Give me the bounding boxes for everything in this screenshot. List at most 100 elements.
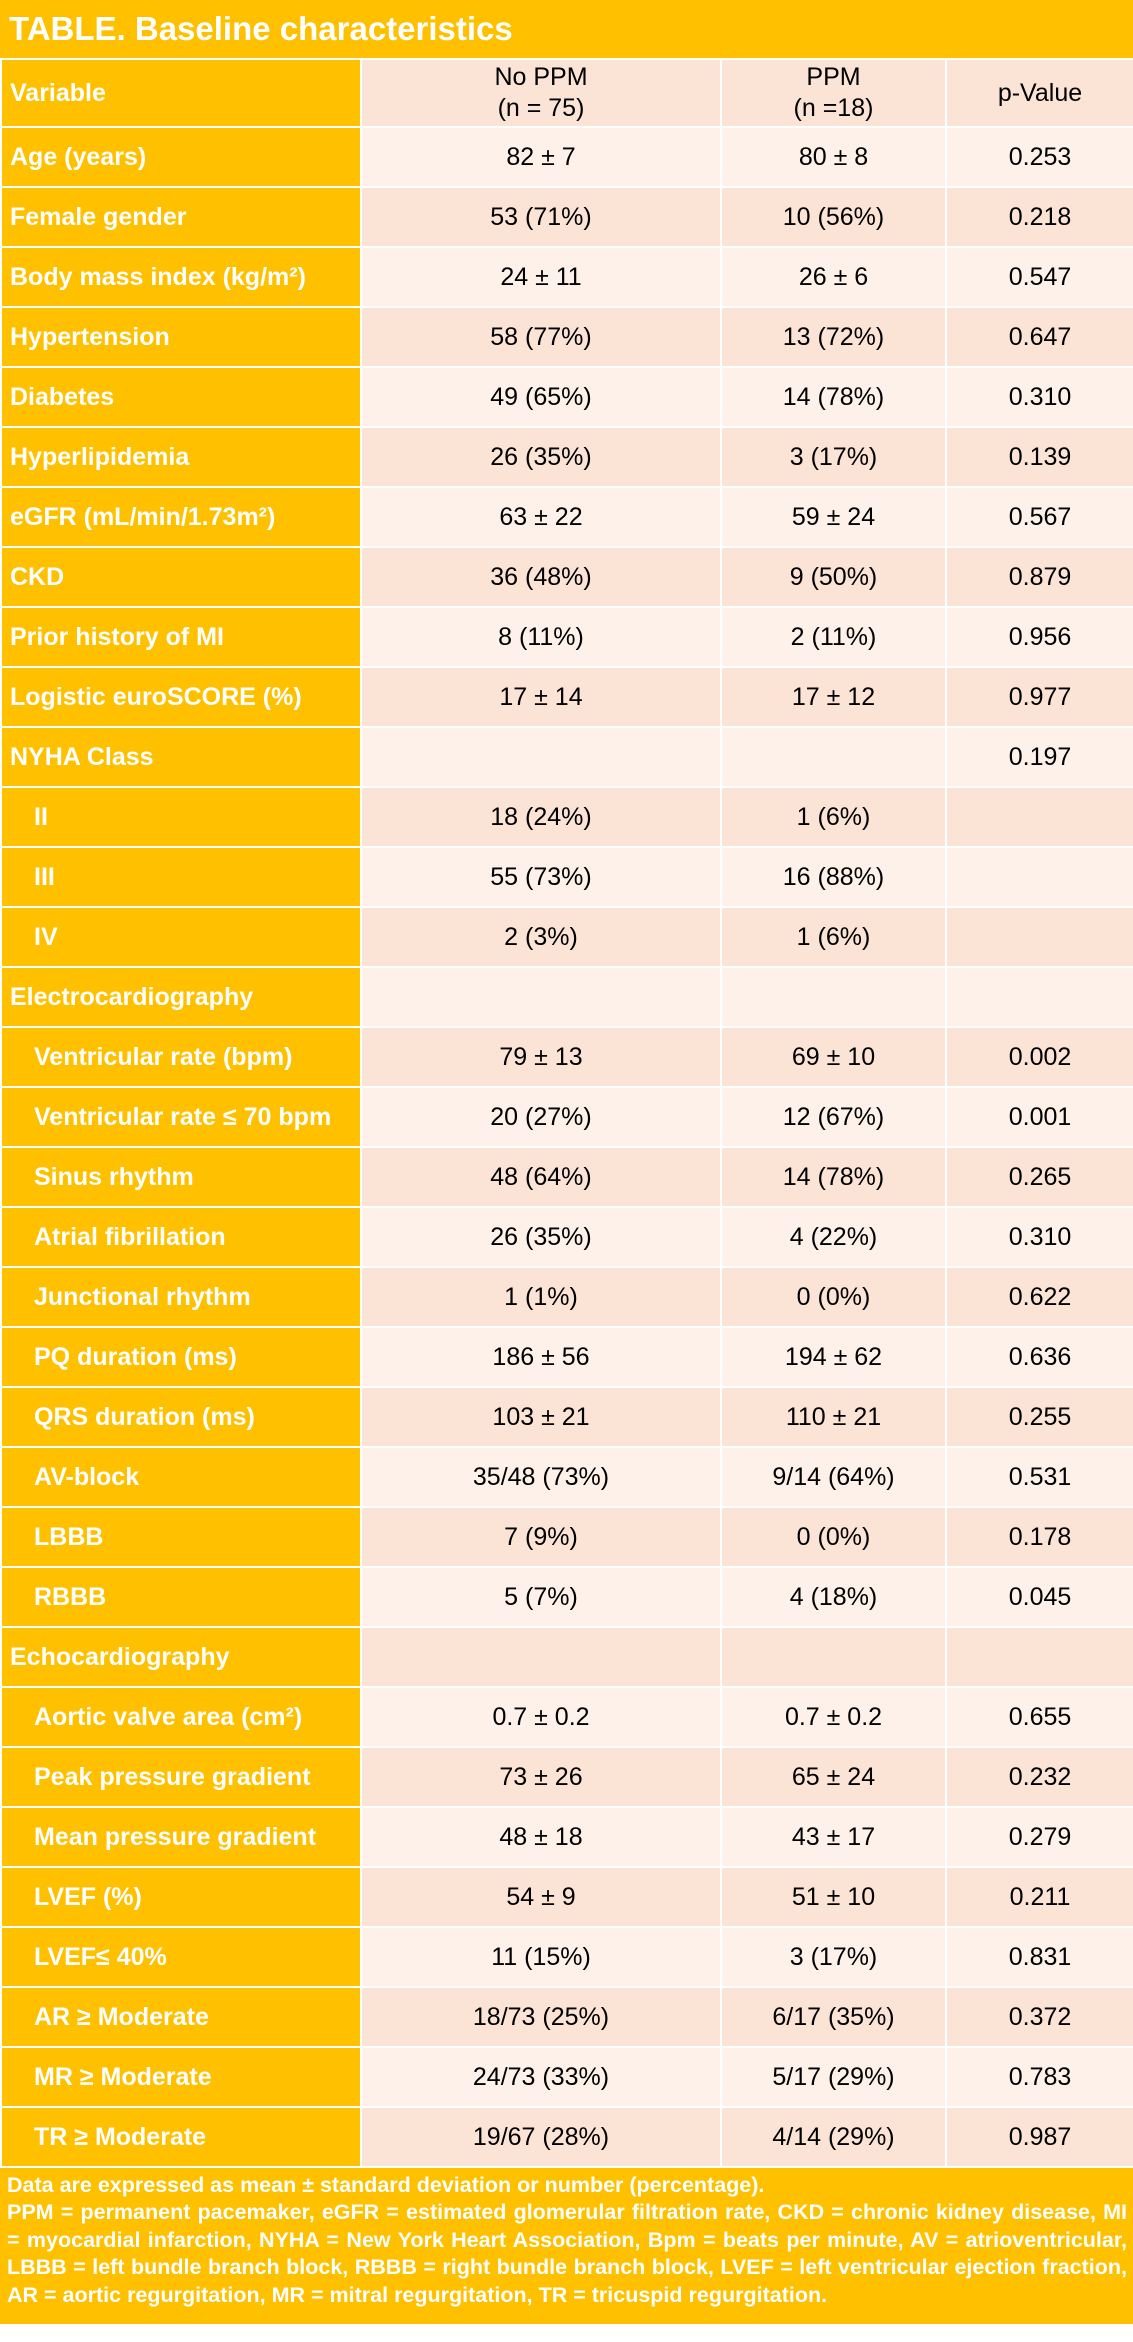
table-row: Logistic euroSCORE (%) 17 ± 14 17 ± 12 0.97… bbox=[0, 666, 1133, 728]
table-row: Aortic valve area (cm²) 0.7 ± 0.2 0.7 ± 0.… bbox=[0, 1686, 1133, 1748]
row-no-ppm-value: 24/73 (33%) bbox=[360, 2046, 722, 2108]
row-ppm-value: 13 (72%) bbox=[720, 306, 947, 368]
row-ppm-value: 43 ± 17 bbox=[720, 1806, 947, 1868]
header-pvalue: p-Value bbox=[945, 58, 1133, 128]
row-label: Mean pressure gradient bbox=[0, 1806, 362, 1868]
row-ppm-value: 2 (11%) bbox=[720, 606, 947, 668]
row-no-ppm-value: 35/48 (73%) bbox=[360, 1446, 722, 1508]
row-no-ppm-value: 7 (9%) bbox=[360, 1506, 722, 1568]
row-p-value: 0.197 bbox=[945, 726, 1133, 788]
row-ppm-value: 14 (78%) bbox=[720, 366, 947, 428]
row-label: IV bbox=[0, 906, 362, 968]
row-p-value: 0.139 bbox=[945, 426, 1133, 488]
table-row: Atrial fibrillation 26 (35%) 4 (22%) 0.310 bbox=[0, 1206, 1133, 1268]
row-no-ppm-value: 18 (24%) bbox=[360, 786, 722, 848]
row-ppm-value: 9/14 (64%) bbox=[720, 1446, 947, 1508]
row-label: PQ duration (ms) bbox=[0, 1326, 362, 1388]
table-row: AV-block 35/48 (73%) 9/14 (64%) 0.531 bbox=[0, 1446, 1133, 1508]
row-p-value: 0.987 bbox=[945, 2106, 1133, 2168]
row-p-value: 0.218 bbox=[945, 186, 1133, 248]
table-row: MR ≥ Moderate 24/73 (33%) 5/17 (29%) 0.783 bbox=[0, 2046, 1133, 2108]
row-label: Age (years) bbox=[0, 126, 362, 188]
table-row: Electrocardiography bbox=[0, 966, 1133, 1028]
row-no-ppm-value: 26 (35%) bbox=[360, 426, 722, 488]
row-no-ppm-value: 63 ± 22 bbox=[360, 486, 722, 548]
row-label: Peak pressure gradient bbox=[0, 1746, 362, 1808]
row-p-value: 0.253 bbox=[945, 126, 1133, 188]
table-row: LVEF≤ 40% 11 (15%) 3 (17%) 0.831 bbox=[0, 1926, 1133, 1988]
table-row: QRS duration (ms) 103 ± 21 110 ± 21 0.255 bbox=[0, 1386, 1133, 1448]
row-label: Echocardiography bbox=[0, 1626, 362, 1688]
row-label: AR ≥ Moderate bbox=[0, 1986, 362, 2048]
table-row: Junctional rhythm 1 (1%) 0 (0%) 0.622 bbox=[0, 1266, 1133, 1328]
row-label: Diabetes bbox=[0, 366, 362, 428]
row-ppm-value: 5/17 (29%) bbox=[720, 2046, 947, 2108]
row-p-value: 0.310 bbox=[945, 366, 1133, 428]
table-row: Hypertension 58 (77%) 13 (72%) 0.647 bbox=[0, 306, 1133, 368]
row-ppm-value: 9 (50%) bbox=[720, 546, 947, 608]
table-row: Peak pressure gradient 73 ± 26 65 ± 24 0.23… bbox=[0, 1746, 1133, 1808]
table-row: LVEF (%) 54 ± 9 51 ± 10 0.211 bbox=[0, 1866, 1133, 1928]
row-label: Aortic valve area (cm²) bbox=[0, 1686, 362, 1748]
header-ppm-n: (n =18) bbox=[793, 94, 874, 122]
row-label: Ventricular rate ≤ 70 bpm bbox=[0, 1086, 362, 1148]
row-ppm-value: 10 (56%) bbox=[720, 186, 947, 248]
header-no-ppm: No PPM (n = 75) bbox=[360, 58, 722, 128]
row-p-value: 0.232 bbox=[945, 1746, 1133, 1808]
row-p-value: 0.279 bbox=[945, 1806, 1133, 1868]
table-row: Ventricular rate ≤ 70 bpm 20 (27%) 12 (67%… bbox=[0, 1086, 1133, 1148]
row-p-value: 0.567 bbox=[945, 486, 1133, 548]
row-ppm-value: 194 ± 62 bbox=[720, 1326, 947, 1388]
row-no-ppm-value: 73 ± 26 bbox=[360, 1746, 722, 1808]
table-row: eGFR (mL/min/1.73m²) 63 ± 22 59 ± 24 0.567 bbox=[0, 486, 1133, 548]
row-ppm-value: 51 ± 10 bbox=[720, 1866, 947, 1928]
row-ppm-value: 65 ± 24 bbox=[720, 1746, 947, 1808]
row-ppm-value: 4 (18%) bbox=[720, 1566, 947, 1628]
table-row: Ventricular rate (bpm) 79 ± 13 69 ± 10 0.00… bbox=[0, 1026, 1133, 1088]
row-no-ppm-value: 53 (71%) bbox=[360, 186, 722, 248]
row-label: Hyperlipidemia bbox=[0, 426, 362, 488]
table-row: IV 2 (3%) 1 (6%) bbox=[0, 906, 1133, 968]
row-ppm-value: 3 (17%) bbox=[720, 426, 947, 488]
row-p-value: 0.265 bbox=[945, 1146, 1133, 1208]
row-p-value: 0.255 bbox=[945, 1386, 1133, 1448]
table-row: TR ≥ Moderate 19/67 (28%) 4/14 (29%) 0.987 bbox=[0, 2106, 1133, 2168]
row-no-ppm-value: 186 ± 56 bbox=[360, 1326, 722, 1388]
row-no-ppm-value: 19/67 (28%) bbox=[360, 2106, 722, 2168]
row-label: RBBB bbox=[0, 1566, 362, 1628]
row-label: AV-block bbox=[0, 1446, 362, 1508]
row-label: TR ≥ Moderate bbox=[0, 2106, 362, 2168]
row-p-value: 0.977 bbox=[945, 666, 1133, 728]
row-label: III bbox=[0, 846, 362, 908]
row-p-value bbox=[945, 786, 1133, 848]
row-p-value: 0.178 bbox=[945, 1506, 1133, 1568]
row-label: LVEF (%) bbox=[0, 1866, 362, 1928]
table-row: AR ≥ Moderate 18/73 (25%) 6/17 (35%) 0.372 bbox=[0, 1986, 1133, 2048]
row-p-value: 0.372 bbox=[945, 1986, 1133, 2048]
row-ppm-value: 26 ± 6 bbox=[720, 246, 947, 308]
table-row: NYHA Class 0.197 bbox=[0, 726, 1133, 788]
row-no-ppm-value: 48 (64%) bbox=[360, 1146, 722, 1208]
footnote-line-2: PPM = permanent pacemaker, eGFR = estima… bbox=[7, 2200, 1127, 2307]
footnote: Data are expressed as mean ± standard de… bbox=[0, 2168, 1133, 2324]
header-no-ppm-n: (n = 75) bbox=[497, 94, 585, 122]
row-ppm-value: 0.7 ± 0.2 bbox=[720, 1686, 947, 1748]
row-ppm-value: 17 ± 12 bbox=[720, 666, 947, 728]
table-body: Age (years) 82 ± 7 80 ± 8 0.253 Female gende… bbox=[0, 126, 1133, 2168]
table-row: Echocardiography bbox=[0, 1626, 1133, 1688]
row-ppm-value: 14 (78%) bbox=[720, 1146, 947, 1208]
row-ppm-value: 0 (0%) bbox=[720, 1266, 947, 1328]
row-no-ppm-value: 8 (11%) bbox=[360, 606, 722, 668]
row-label: eGFR (mL/min/1.73m²) bbox=[0, 486, 362, 548]
row-p-value: 0.636 bbox=[945, 1326, 1133, 1388]
row-no-ppm-value: 54 ± 9 bbox=[360, 1866, 722, 1928]
row-p-value: 0.531 bbox=[945, 1446, 1133, 1508]
row-label: Hypertension bbox=[0, 306, 362, 368]
row-label: LBBB bbox=[0, 1506, 362, 1568]
row-ppm-value: 4 (22%) bbox=[720, 1206, 947, 1268]
table-title: TABLE. Baseline characteristics bbox=[0, 0, 1133, 58]
row-label: Electrocardiography bbox=[0, 966, 362, 1028]
row-p-value: 0.211 bbox=[945, 1866, 1133, 1928]
row-no-ppm-value: 82 ± 7 bbox=[360, 126, 722, 188]
